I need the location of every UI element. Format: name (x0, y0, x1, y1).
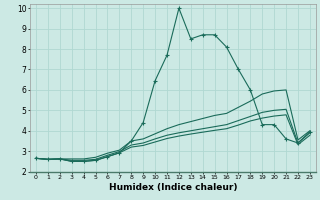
X-axis label: Humidex (Indice chaleur): Humidex (Indice chaleur) (109, 183, 237, 192)
